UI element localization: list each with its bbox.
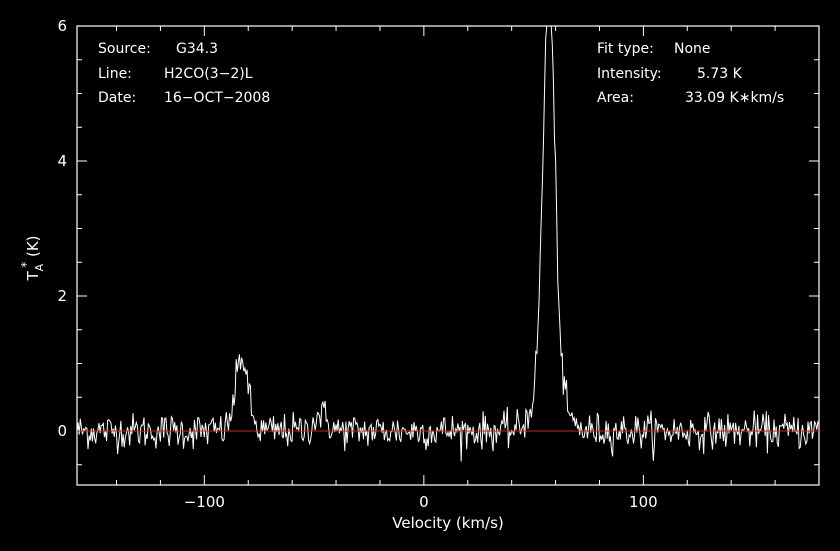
date-label: Date: bbox=[98, 90, 136, 106]
intensity-label: Intensity: bbox=[597, 66, 662, 82]
y-tick-label: 4 bbox=[57, 152, 67, 170]
y-axis-title-sup: * bbox=[19, 262, 33, 268]
y-tick-label: 2 bbox=[57, 287, 67, 305]
intensity-value: 5.73 K bbox=[697, 66, 743, 82]
y-tick-label: 6 bbox=[57, 17, 67, 35]
source-label: Source: bbox=[98, 41, 151, 57]
y-axis-title-sub: A bbox=[33, 263, 46, 271]
plot-frame bbox=[76, 25, 820, 486]
y-axis-title-main: T bbox=[24, 271, 42, 282]
y-axis-title-unit: (K) bbox=[24, 235, 42, 261]
y-tick-label: 0 bbox=[57, 422, 67, 440]
x-tick-label: −100 bbox=[184, 493, 225, 511]
fit-type-value: None bbox=[674, 41, 711, 57]
area-value: 33.09 K∗km/s bbox=[685, 90, 784, 106]
line-value: H2CO(3−2)L bbox=[164, 66, 253, 82]
source-value: G34.3 bbox=[176, 41, 218, 57]
line-label: Line: bbox=[98, 66, 132, 82]
x-axis-title: Velocity (km/s) bbox=[392, 514, 503, 532]
axis-tick-labels: −100 0 100 0 2 4 6 bbox=[57, 17, 657, 511]
y-axis-title: TA* (K) bbox=[19, 235, 46, 281]
fit-type-label: Fit type: bbox=[597, 41, 654, 57]
x-tick-label: 100 bbox=[629, 493, 658, 511]
area-label: Area: bbox=[597, 90, 634, 106]
date-value: 16−OCT−2008 bbox=[164, 90, 270, 106]
x-tick-label: 0 bbox=[419, 493, 429, 511]
